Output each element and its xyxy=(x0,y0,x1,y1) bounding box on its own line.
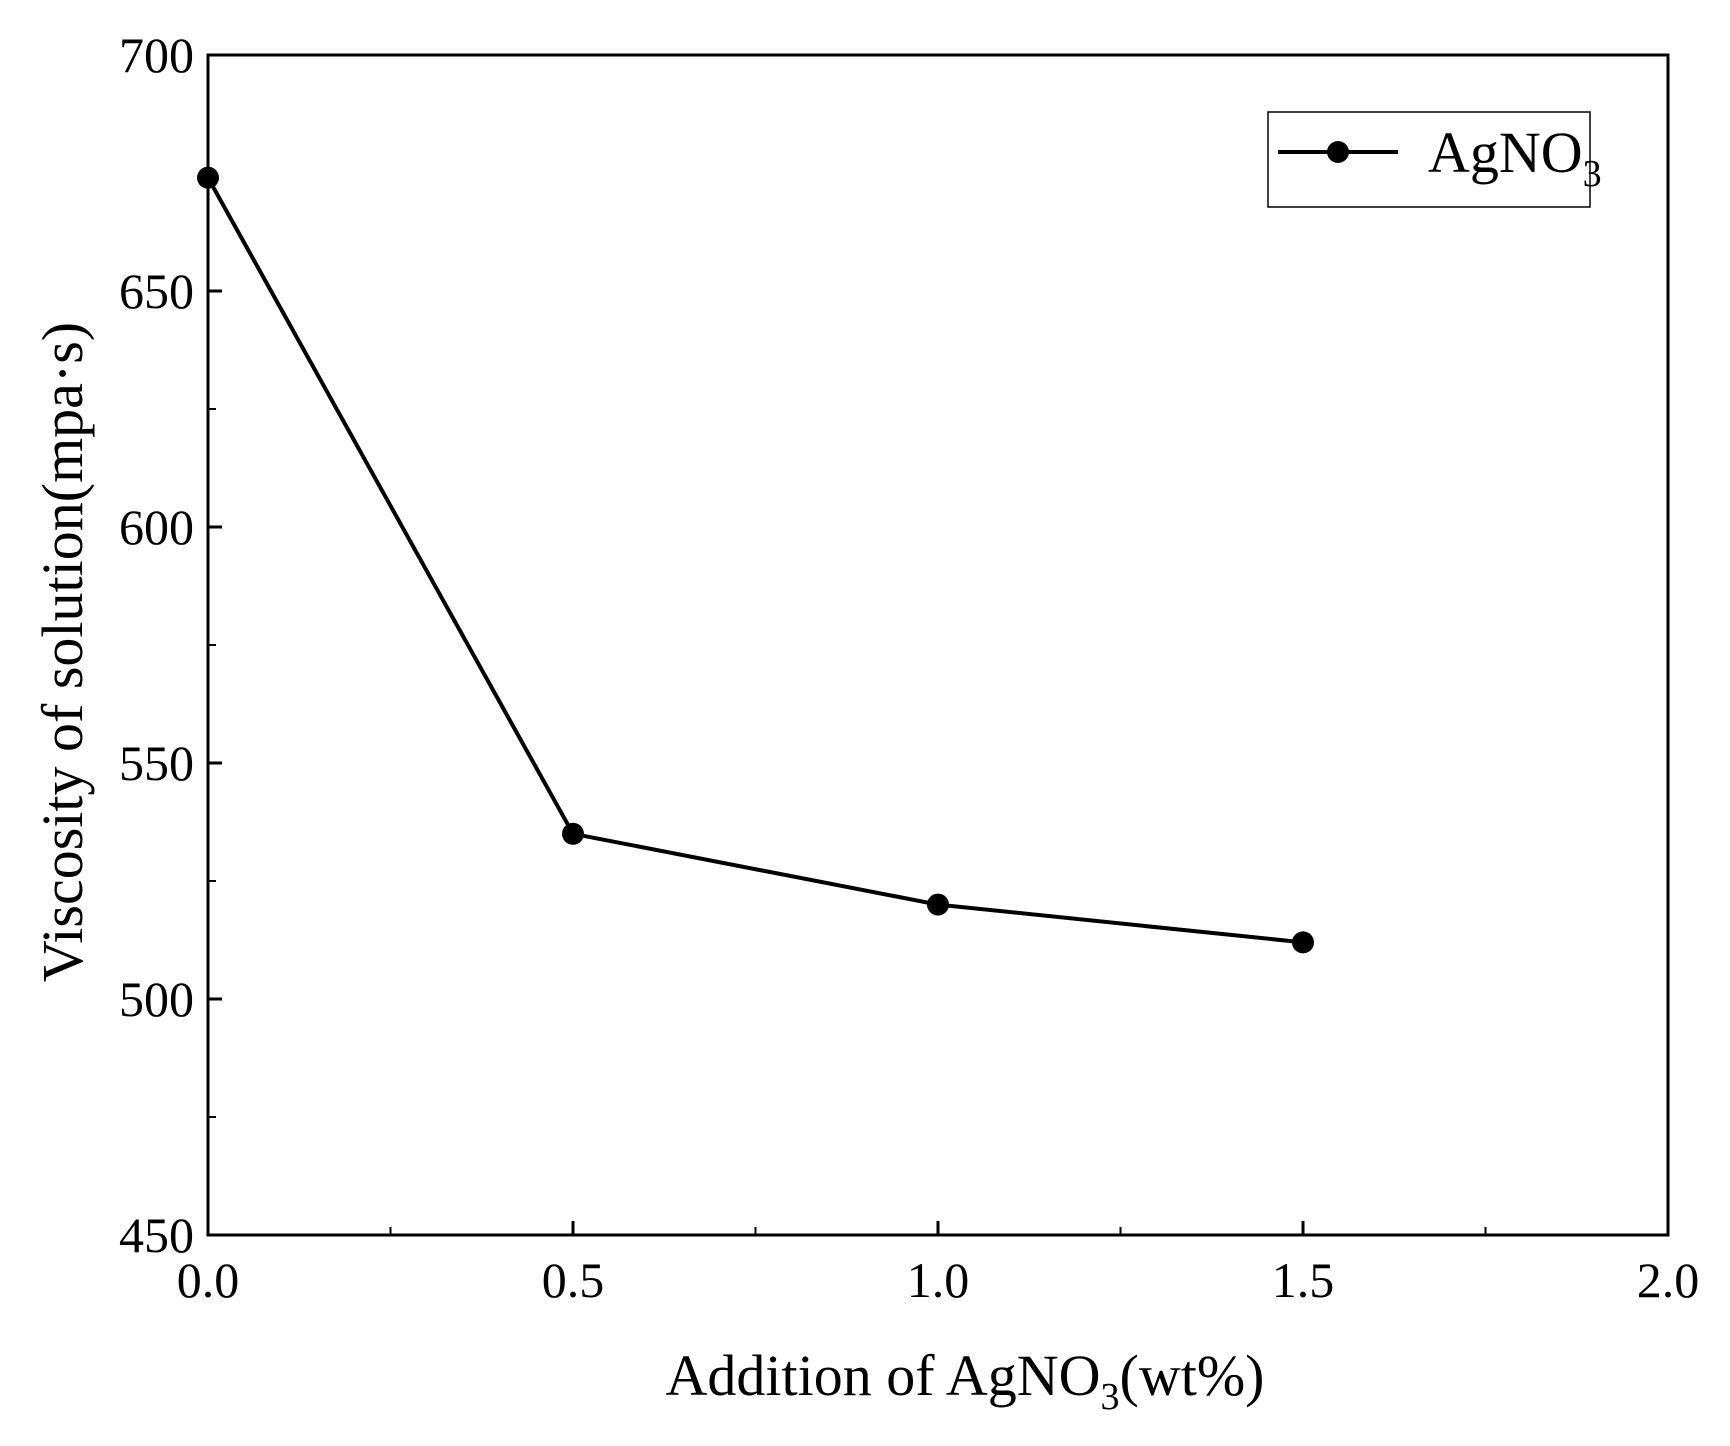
y-tick-label: 450 xyxy=(119,1207,194,1263)
y-tick-label: 550 xyxy=(119,735,194,791)
x-axis-title-prefix: Addition of AgNO xyxy=(666,1343,1101,1408)
legend: AgNO3 xyxy=(1267,111,1602,208)
series-layer xyxy=(197,166,1314,954)
y-axis-title: Viscosity of solution(mpa·s) xyxy=(30,322,95,982)
y-tick-label: 700 xyxy=(119,27,194,83)
y-tick-label: 500 xyxy=(119,971,194,1027)
y-tick-label: 600 xyxy=(119,499,194,555)
plot-area-frame xyxy=(206,53,1670,1237)
legend-label-subscript: 3 xyxy=(1583,153,1602,195)
x-tick-label: 0.0 xyxy=(177,1252,240,1308)
series-line xyxy=(206,176,1304,945)
data-point xyxy=(927,893,949,916)
x-axis-title-suffix: (wt%) xyxy=(1120,1343,1265,1408)
x-axis-ticks: 0.0 0.5 1.0 1.5 2.0 xyxy=(177,1221,1700,1308)
x-axis-title-subscript: 3 xyxy=(1101,1376,1120,1418)
y-axis-ticks: 450 500 550 600 650 700 xyxy=(119,27,222,1263)
data-point xyxy=(197,166,219,189)
legend-label: AgNO3 xyxy=(1428,120,1602,195)
x-axis-title: Addition of AgNO3(wt%) xyxy=(666,1343,1265,1418)
x-tick-label: 1.0 xyxy=(907,1252,970,1308)
legend-marker-swatch xyxy=(1327,141,1349,163)
legend-label-base: AgNO xyxy=(1428,120,1583,185)
data-point xyxy=(1292,931,1314,954)
y-tick-label: 650 xyxy=(119,263,194,319)
data-point xyxy=(562,822,584,845)
x-tick-label: 2.0 xyxy=(1637,1252,1700,1308)
legend-box xyxy=(1267,111,1591,208)
x-tick-label: 0.5 xyxy=(542,1252,605,1308)
x-tick-label: 1.5 xyxy=(1272,1252,1335,1308)
